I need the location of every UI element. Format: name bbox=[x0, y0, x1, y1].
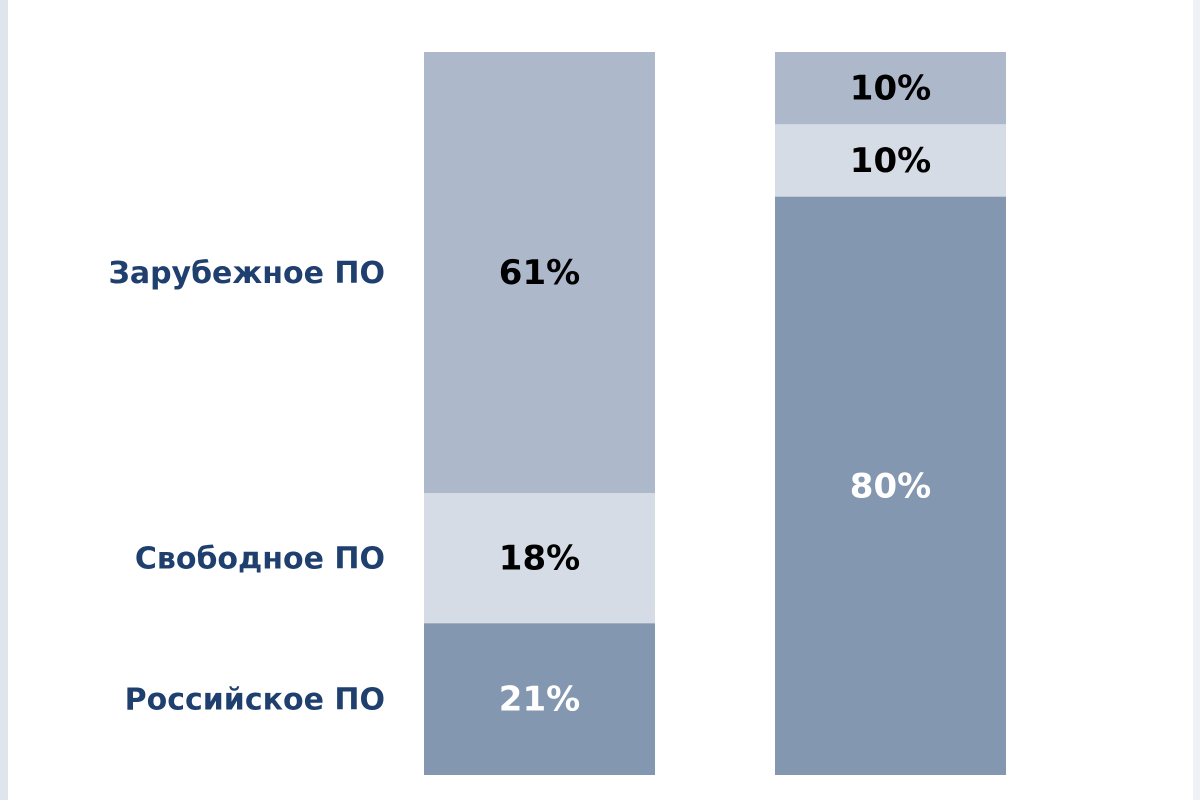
bar-segment bbox=[775, 124, 1006, 197]
bar-segment bbox=[424, 52, 655, 494]
value-label: 21% bbox=[499, 680, 580, 720]
bar-segment bbox=[775, 196, 1006, 776]
right-border bbox=[1193, 0, 1200, 800]
value-label: 10% bbox=[850, 69, 931, 109]
value-label: 61% bbox=[499, 253, 580, 293]
left-border bbox=[0, 0, 8, 800]
bar-segment bbox=[775, 52, 1006, 125]
legend-label: Зарубежное ПО bbox=[109, 256, 385, 291]
bar-segment bbox=[424, 623, 655, 775]
value-label: 80% bbox=[850, 466, 931, 506]
bar-segment bbox=[424, 493, 655, 624]
legend-label: Свободное ПО bbox=[135, 542, 385, 577]
value-label: 10% bbox=[850, 141, 931, 181]
legend-label: Российское ПО bbox=[125, 683, 385, 718]
value-label: 18% bbox=[499, 539, 580, 579]
